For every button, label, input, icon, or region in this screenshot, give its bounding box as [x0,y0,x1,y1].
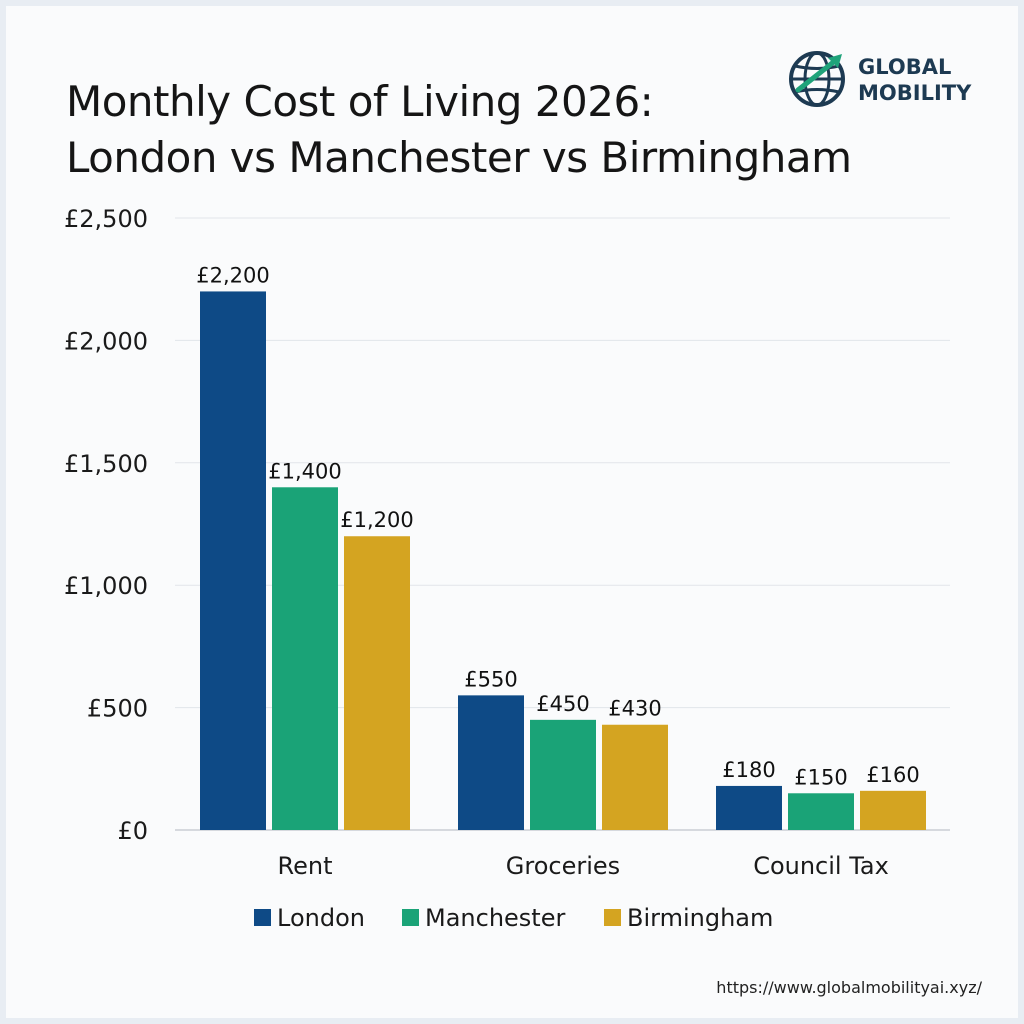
bar-birmingham-rent [344,536,410,830]
bar-chart: £0 £500 £1,000 £1,500 £2,000 £2,500 £2,200 £550… [64,205,950,932]
legend-label-london: London [277,904,365,932]
globe-arrow-icon [789,51,845,107]
bar-manchester-rent [272,487,338,830]
legend-label-birmingham: Birmingham [627,904,773,932]
data-label: £2,200 [196,263,269,287]
bar-manchester-groceries [530,719,596,830]
y-tick-label: £500 [87,695,148,723]
bar-london-council-tax [716,785,782,830]
legend-swatch-london [254,909,271,926]
chart-title: Monthly Cost of Living 2026: London vs M… [66,74,852,186]
x-tick-label: Council Tax [753,852,889,880]
bar-birmingham-groceries [602,724,668,830]
bar-manchester-council-tax [788,793,854,830]
data-label: £450 [536,692,589,716]
y-tick-label: £1,500 [64,450,148,478]
legend-swatch-manchester [402,909,419,926]
y-tick-label: £2,500 [64,205,148,233]
chart-title-line1: Monthly Cost of Living 2026: [66,77,654,126]
data-label: £150 [794,765,847,789]
legend-label-manchester: Manchester [425,904,565,932]
brand-name: GLOBAL MOBILITY [858,54,971,106]
y-tick-label: £2,000 [64,327,148,355]
legend-swatch-birmingham [604,909,621,926]
brand-name-line1: GLOBAL [858,55,952,79]
y-tick-label: £1,000 [64,572,148,600]
source-url: https://www.globalmobilityai.xyz/ [716,978,982,997]
data-label: £430 [608,697,661,721]
brand-name-line2: MOBILITY [858,81,972,105]
chart-title-line2: London vs Manchester vs Birmingham [66,133,852,182]
bar-birmingham-council-tax [860,790,926,830]
data-label: £1,200 [340,508,413,532]
data-label: £1,400 [268,459,341,483]
x-tick-label: Groceries [506,852,620,880]
bar-london-groceries [458,695,524,830]
bar-london-rent [200,291,266,830]
data-label: £180 [722,758,775,782]
x-tick-label: Rent [278,852,333,880]
data-label: £550 [464,667,517,691]
y-tick-label: £0 [117,817,148,845]
brand-logo: GLOBAL MOBILITY [784,46,1004,116]
data-label: £160 [866,763,919,787]
